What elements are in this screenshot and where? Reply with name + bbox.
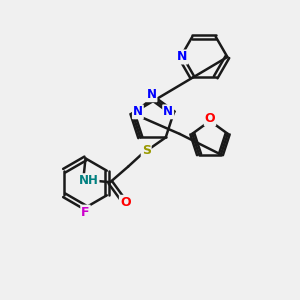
Text: N: N bbox=[133, 105, 143, 118]
Text: O: O bbox=[120, 196, 130, 209]
Text: NH: NH bbox=[79, 174, 98, 187]
Text: O: O bbox=[205, 112, 215, 125]
Text: N: N bbox=[146, 88, 157, 101]
Text: N: N bbox=[163, 105, 173, 118]
Text: N: N bbox=[177, 50, 187, 64]
Text: S: S bbox=[142, 145, 151, 158]
Text: F: F bbox=[81, 206, 90, 219]
